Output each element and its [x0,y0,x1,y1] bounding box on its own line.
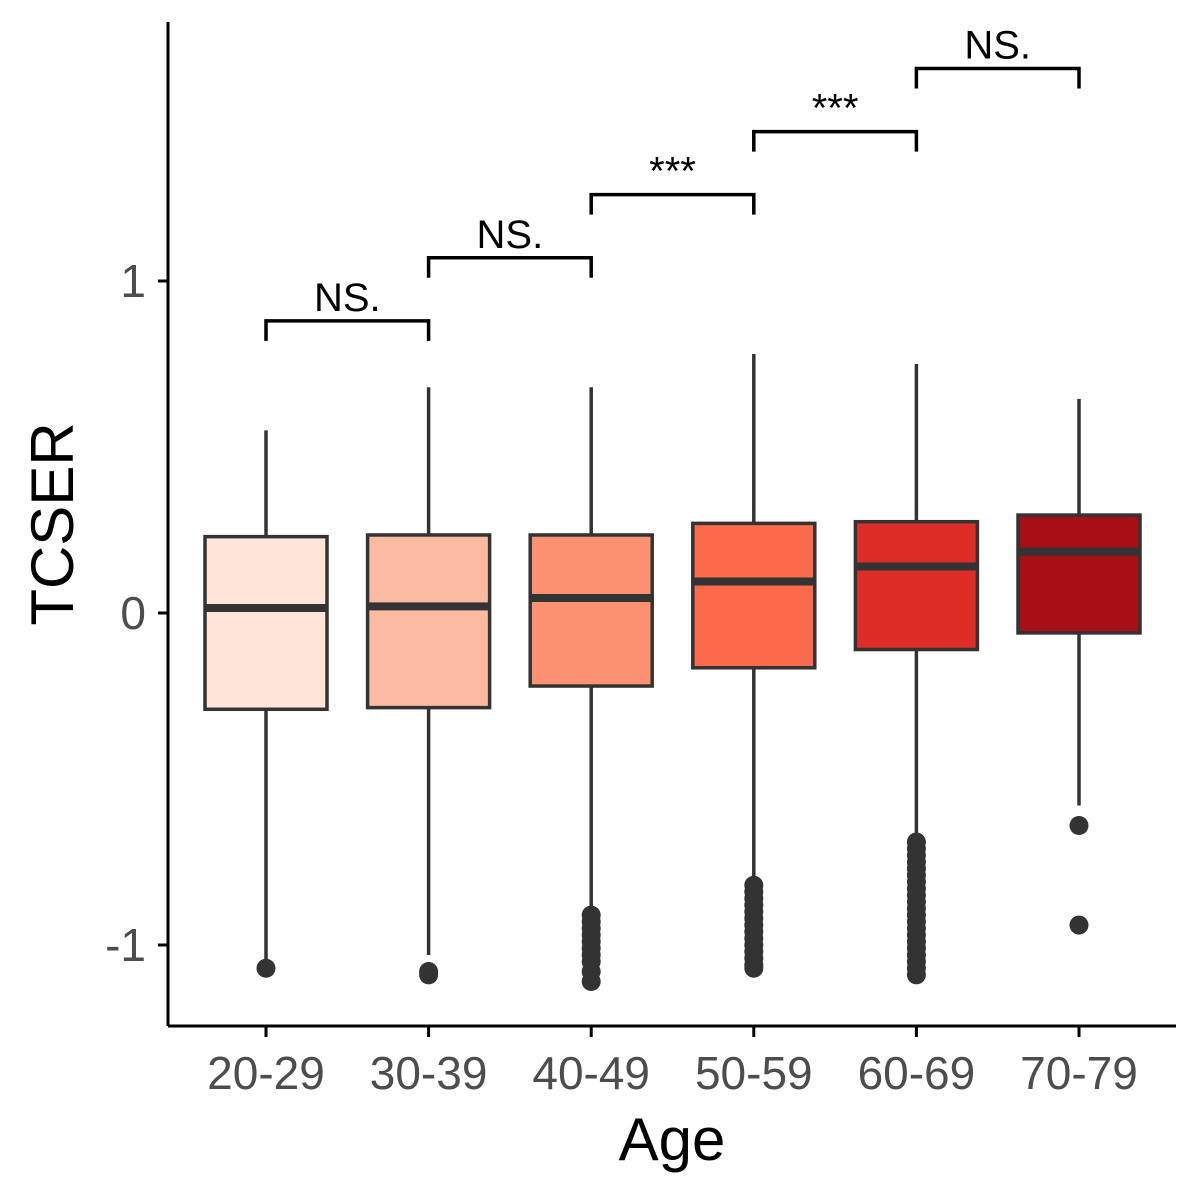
x-axis-ticks: 20-29 30-39 40-49 50-59 60-69 70-79 [207,1026,1138,1099]
box-group-40-49 [528,387,654,992]
outlier-point [419,965,439,985]
bracket-line [264,319,431,341]
x-tick-label: 60-69 [858,1047,976,1099]
plot-area [203,354,1142,992]
box [853,519,980,652]
outlier-point [1069,815,1089,835]
significance-bracket: NS. [426,213,593,278]
outlier-point [256,958,276,978]
significance-brackets: NS. NS. *** *** NS. [264,24,1081,341]
axes [166,22,1176,1028]
box-group-20-29 [203,430,329,978]
outlier-point [906,965,926,985]
y-tick-label: 0 [120,587,146,639]
box [365,533,492,710]
significance-bracket: *** [752,87,919,152]
box-group-70-79 [1016,398,1142,935]
box-group-60-69 [853,364,980,985]
significance-bracket: NS. [264,276,431,341]
significance-label: NS. [964,24,1031,68]
significance-label: *** [812,87,859,131]
box-group-30-39 [365,387,492,985]
bracket-line [589,192,756,215]
significance-label: NS. [314,276,381,320]
box [1016,513,1142,635]
significance-label: *** [649,150,696,194]
x-tick-label: 50-59 [695,1047,813,1099]
y-axis-title: TCSER [19,422,86,625]
bracket-line [752,129,919,152]
significance-bracket: *** [589,150,756,215]
bracket-line [914,66,1081,89]
x-tick-label: 70-79 [1020,1047,1138,1099]
box [691,521,817,670]
y-tick-label: -1 [105,919,146,971]
y-axis-ticks: -1 0 1 [105,255,168,971]
x-tick-label: 30-39 [370,1047,488,1099]
outlier-point [1069,915,1089,935]
x-tick-label: 40-49 [532,1047,650,1099]
box [203,534,329,712]
outlier-point [744,958,764,978]
box-group-50-59 [691,354,817,978]
box [528,533,654,688]
significance-bracket: NS. [914,24,1081,89]
y-tick-label: 1 [120,255,146,307]
bracket-line [426,256,593,278]
x-axis-title: Age [619,1106,726,1173]
outlier-point [581,972,601,992]
x-tick-label: 20-29 [207,1047,325,1099]
significance-label: NS. [477,213,544,257]
